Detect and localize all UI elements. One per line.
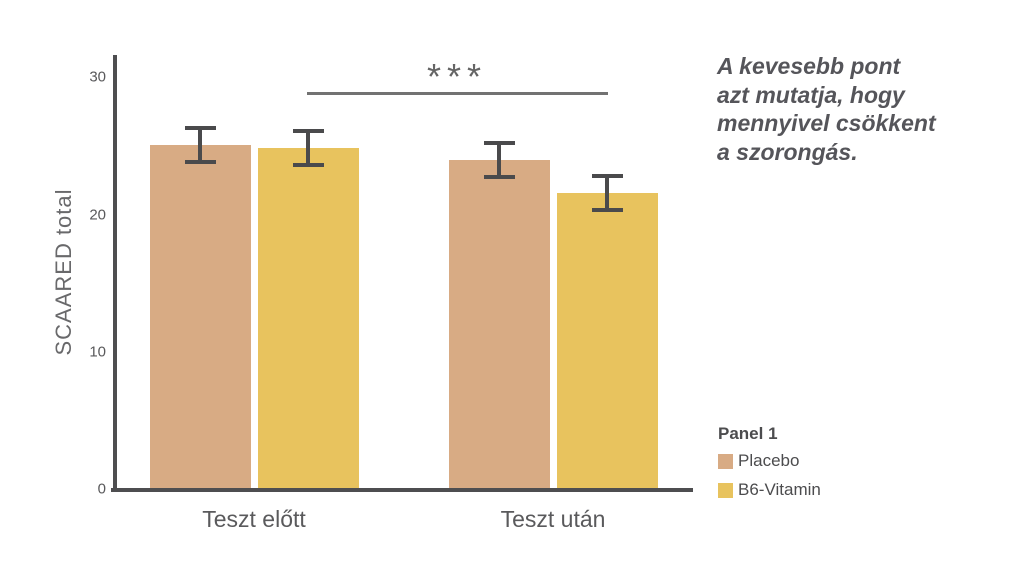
annotation-text: A kevesebb pont azt mutatja, hogy mennyive…	[717, 52, 936, 166]
annotation-line: A kevesebb pont	[717, 53, 901, 79]
bar-placebo-1	[149, 145, 251, 488]
bar-b6-vitamin-1	[257, 147, 359, 488]
y-tick-label: 0	[97, 480, 106, 498]
error-bar-b6-vitamin-2	[591, 173, 623, 213]
error-bar-cap-bottom	[483, 175, 515, 180]
y-tick-label: 30	[89, 68, 106, 86]
error-bar-cap-bottom	[292, 162, 324, 167]
error-bar-cap-bottom	[591, 208, 623, 213]
legend-title: Panel 1	[718, 424, 778, 443]
x-axis-line	[111, 488, 693, 492]
error-bar-b6-vitamin-1	[292, 128, 324, 167]
error-bar-placebo-1	[184, 125, 216, 165]
error-bar-stem	[198, 125, 202, 165]
legend-item: Placebo	[718, 451, 821, 471]
y-axis-line	[113, 55, 117, 492]
x-category-label: Teszt után	[500, 506, 606, 532]
y-tick-label: 10	[89, 343, 106, 361]
legend-swatch	[718, 482, 733, 498]
annotation-line: a szorongás.	[717, 138, 858, 165]
legend-swatch	[718, 453, 733, 469]
error-bar-stem	[605, 173, 609, 213]
legend-label: Placebo	[738, 451, 800, 470]
bar-b6-vitamin-2	[556, 193, 658, 488]
error-bar-cap-bottom	[184, 160, 216, 165]
legend: Panel 1 Placebo B6-Vitamin	[718, 424, 821, 509]
legend-item: B6-Vitamin	[718, 480, 821, 500]
bar-placebo-2	[448, 160, 550, 488]
annotation-line: mennyivel csökkent	[717, 110, 936, 136]
y-tick-label: 20	[89, 206, 106, 224]
annotation-line: azt mutatja, hogy	[717, 81, 905, 108]
legend-label: B6-Vitamin	[738, 480, 821, 499]
x-category-label: Teszt előtt	[202, 506, 306, 532]
error-bar-stem	[497, 140, 501, 180]
error-bar-stem	[306, 128, 310, 167]
legend-rows: Placebo B6-Vitamin	[718, 451, 821, 500]
error-bar-placebo-2	[483, 140, 515, 180]
significance-bracket-line	[307, 92, 608, 95]
significance-stars: ***	[426, 56, 488, 97]
